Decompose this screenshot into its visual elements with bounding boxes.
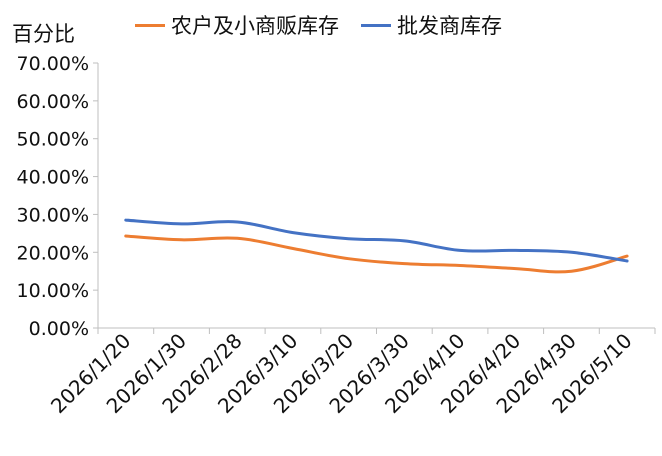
legend-swatch-series-1 [135, 23, 165, 27]
y-tick-label: 10.00% [17, 280, 89, 302]
legend-label-series-1: 农户及小商贩库存 [171, 14, 339, 38]
y-tick-label: 20.00% [17, 242, 89, 264]
y-tick-label: 30.00% [17, 204, 89, 226]
legend-label-series-2: 批发商库存 [397, 14, 502, 38]
legend-swatch-series-2 [361, 23, 391, 27]
y-tick-label: 40.00% [17, 167, 89, 189]
legend-item-series-1: 农户及小商贩库存 [135, 10, 339, 40]
legend-item-series-2: 批发商库存 [361, 10, 502, 40]
y-tick-label: 50.00% [17, 129, 89, 151]
y-tick-label: 70.00% [17, 53, 89, 75]
series-line-2 [124, 218, 629, 263]
y-axis-label: 百分比 [12, 22, 75, 46]
chart-legend: 农户及小商贩库存 批发商库存 [135, 10, 524, 40]
series-line-1 [124, 234, 629, 274]
y-tick-label: 0.00% [29, 318, 89, 340]
y-tick-label: 60.00% [17, 91, 89, 113]
